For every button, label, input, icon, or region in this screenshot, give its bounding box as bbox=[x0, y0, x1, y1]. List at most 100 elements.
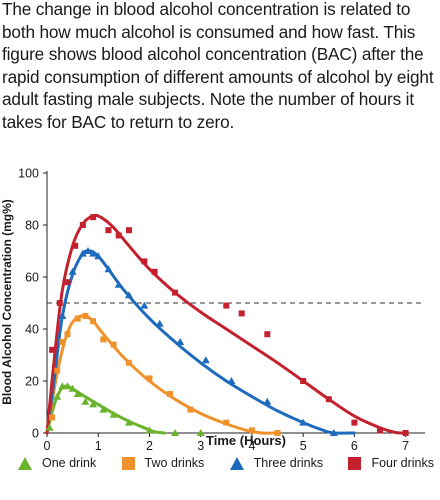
data-point-three-drinks bbox=[124, 291, 133, 299]
legend-item-one-drink: One drink bbox=[18, 456, 96, 470]
legend-label: Two drinks bbox=[144, 456, 205, 470]
data-point-two-drinks bbox=[223, 419, 230, 426]
data-point-two-drinks bbox=[82, 313, 89, 319]
data-point-four-drinks bbox=[79, 222, 86, 228]
series-line-four-drinks bbox=[45, 213, 408, 435]
data-point-four-drinks bbox=[238, 310, 245, 317]
x-tick-label: 5 bbox=[300, 439, 307, 453]
data-point-one-drink bbox=[196, 429, 205, 436]
y-tick-label: 20 bbox=[25, 375, 39, 389]
x-tick-label: 0 bbox=[44, 439, 51, 453]
legend-item-three-drinks: Three drinks bbox=[229, 456, 324, 470]
data-point-three-drinks bbox=[58, 312, 67, 319]
data-point-three-drinks bbox=[227, 377, 236, 384]
data-point-one-drink bbox=[58, 382, 67, 390]
data-point-four-drinks bbox=[90, 214, 97, 221]
y-tick-label: 100 bbox=[18, 167, 39, 181]
data-point-one-drink bbox=[63, 382, 72, 390]
caption-text: The change in blood alcohol concentratio… bbox=[2, 0, 434, 132]
legend-item-four-drinks: Four drinks bbox=[348, 456, 434, 470]
data-point-two-drinks bbox=[248, 427, 255, 434]
data-point-four-drinks bbox=[377, 427, 384, 434]
data-point-four-drinks bbox=[141, 258, 148, 265]
data-point-three-drinks bbox=[114, 280, 123, 288]
data-point-three-drinks bbox=[104, 265, 113, 273]
data-point-four-drinks bbox=[49, 346, 56, 353]
series-line-one-drink bbox=[45, 384, 167, 435]
x-tick-label: 6 bbox=[351, 439, 358, 453]
x-axis-label: Time (Hours) bbox=[206, 433, 286, 448]
x-tick-label: 2 bbox=[146, 439, 153, 453]
data-point-two-drinks bbox=[110, 341, 117, 348]
data-point-three-drinks bbox=[83, 247, 92, 254]
data-point-two-drinks bbox=[146, 375, 153, 382]
data-point-four-drinks bbox=[264, 331, 271, 338]
data-point-three-drinks bbox=[176, 338, 185, 345]
data-point-one-drink bbox=[53, 392, 62, 400]
data-point-three-drinks bbox=[78, 249, 87, 257]
y-tick-label: 0 bbox=[32, 427, 39, 441]
data-point-two-drinks bbox=[74, 315, 81, 322]
data-point-three-drinks bbox=[201, 356, 210, 364]
data-point-two-drinks bbox=[59, 339, 66, 345]
triangle-marker-icon bbox=[229, 456, 244, 470]
data-point-four-drinks bbox=[351, 419, 358, 426]
data-point-one-drink bbox=[73, 390, 82, 397]
data-point-four-drinks bbox=[300, 378, 307, 384]
data-point-four-drinks bbox=[72, 242, 79, 249]
data-point-three-drinks bbox=[94, 252, 103, 260]
data-point-one-drink bbox=[45, 423, 54, 431]
data-point-three-drinks bbox=[329, 429, 338, 436]
data-point-four-drinks bbox=[125, 227, 132, 234]
square-marker-icon bbox=[348, 456, 362, 470]
data-point-one-drink bbox=[81, 397, 90, 405]
data-point-one-drink bbox=[171, 429, 180, 436]
x-tick-label: 7 bbox=[402, 439, 409, 453]
y-axis-label: Blood Alcohol Concentration (mg%) bbox=[0, 199, 14, 405]
data-point-three-drinks bbox=[89, 249, 98, 257]
data-point-two-drinks bbox=[274, 430, 281, 436]
data-point-four-drinks bbox=[56, 300, 63, 306]
data-point-three-drinks bbox=[68, 267, 77, 275]
data-point-three-drinks bbox=[155, 319, 164, 327]
legend-item-two-drinks: Two drinks bbox=[121, 456, 205, 470]
data-point-four-drinks bbox=[402, 430, 409, 436]
data-point-four-drinks bbox=[115, 232, 122, 239]
data-point-one-drink bbox=[145, 426, 154, 434]
data-point-two-drinks bbox=[54, 367, 61, 374]
x-tick-label: 1 bbox=[95, 439, 102, 453]
data-point-one-drink bbox=[124, 418, 133, 426]
series-line-two-drinks bbox=[45, 314, 279, 435]
data-point-four-drinks bbox=[172, 289, 179, 296]
legend-label: One drink bbox=[42, 456, 97, 470]
legend-label: Three drinks bbox=[253, 456, 324, 470]
data-point-two-drinks bbox=[49, 414, 56, 421]
data-point-two-drinks bbox=[64, 331, 71, 338]
data-point-four-drinks bbox=[105, 227, 112, 234]
data-point-one-drink bbox=[89, 400, 98, 408]
data-point-two-drinks bbox=[100, 336, 107, 343]
chart-legend: One drink Two drinks Three drinks Four d… bbox=[0, 448, 440, 478]
square-marker-icon bbox=[121, 456, 135, 470]
legend-label: Four drinks bbox=[371, 456, 434, 470]
data-point-three-drinks bbox=[263, 397, 272, 405]
data-point-one-drink bbox=[99, 405, 108, 413]
data-point-four-drinks bbox=[325, 396, 332, 403]
y-tick-label: 40 bbox=[25, 323, 39, 337]
data-point-one-drink bbox=[109, 410, 118, 418]
x-tick-label: 4 bbox=[248, 439, 255, 453]
data-point-three-drinks bbox=[299, 418, 308, 426]
x-tick-label: 3 bbox=[197, 439, 204, 453]
data-point-three-drinks bbox=[140, 301, 149, 309]
data-point-two-drinks bbox=[90, 318, 97, 325]
data-point-two-drinks bbox=[166, 391, 173, 397]
y-tick-label: 80 bbox=[25, 219, 39, 233]
triangle-marker-icon bbox=[18, 456, 32, 470]
data-point-two-drinks bbox=[125, 359, 132, 366]
data-point-two-drinks bbox=[187, 406, 194, 413]
y-tick-label: 60 bbox=[25, 271, 39, 285]
data-point-one-drink bbox=[68, 384, 77, 392]
data-point-four-drinks bbox=[151, 268, 158, 275]
data-point-four-drinks bbox=[64, 279, 71, 286]
